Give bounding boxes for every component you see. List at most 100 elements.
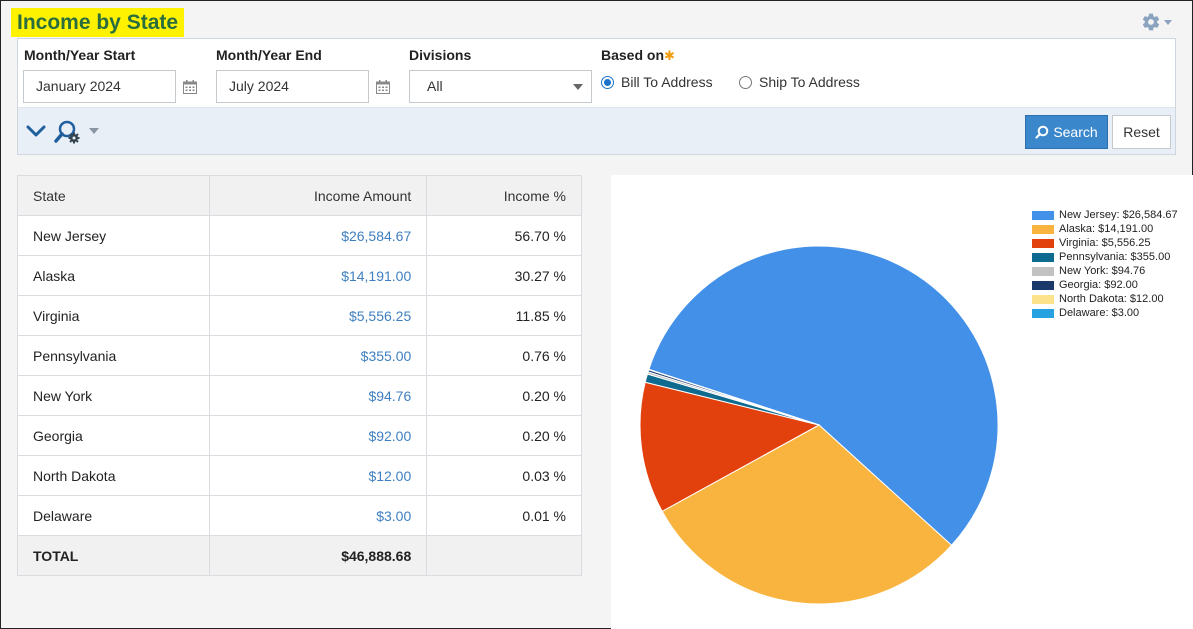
radio-ship-to-address[interactable]: Ship To Address: [739, 74, 860, 90]
pie-slice-delaware[interactable]: [648, 368, 820, 426]
legend-item[interactable]: Delaware: $3.00: [1032, 306, 1178, 320]
amount-cell: $355.00: [208, 335, 428, 376]
end-label: Month/Year End: [216, 47, 322, 63]
settings-menu[interactable]: [1141, 11, 1181, 33]
radio-ship-label: Ship To Address: [759, 74, 860, 90]
radio-button-selected[interactable]: [601, 75, 614, 89]
chevron-down-icon: [573, 84, 583, 90]
amount-cell: $14,191.00: [208, 255, 428, 296]
legend-label: Virginia: $5,556.25: [1059, 237, 1151, 249]
pct-cell: 0.01 %: [426, 495, 582, 536]
start-label: Month/Year Start: [24, 47, 136, 63]
income-pie-chart: New Jersey: $26,584.67 Alaska: $14,191.00…: [611, 175, 1193, 629]
legend-item[interactable]: Alaska: $14,191.00: [1032, 222, 1178, 236]
search-button[interactable]: Search: [1025, 115, 1108, 149]
search-settings-icon[interactable]: [54, 119, 82, 145]
state-cell: Virginia: [17, 295, 210, 336]
table-row: Delaware $3.00 0.01 %: [17, 495, 582, 536]
column-header-income-pct[interactable]: Income %: [426, 175, 582, 216]
income-table: State Income Amount Income % New Jersey …: [17, 175, 582, 576]
legend-swatch: [1032, 252, 1054, 262]
chevron-down-icon[interactable]: [89, 128, 99, 134]
table-row: New Jersey $26,584.67 56.70 %: [17, 215, 582, 256]
pct-cell: 0.03 %: [426, 455, 582, 496]
table-row: Virginia $5,556.25 11.85 %: [17, 295, 582, 336]
column-header-income-amount[interactable]: Income Amount: [208, 175, 428, 216]
legend-swatch: [1032, 294, 1054, 304]
state-cell: New York: [17, 375, 210, 416]
search-button-label: Search: [1053, 124, 1098, 140]
calendar-icon[interactable]: [376, 80, 390, 94]
table-header-row: State Income Amount Income %: [17, 175, 582, 216]
search-icon: [1035, 125, 1049, 139]
chart-legend: New Jersey: $26,584.67 Alaska: $14,191.00…: [1032, 208, 1178, 320]
legend-label: North Dakota: $12.00: [1059, 293, 1164, 305]
legend-item[interactable]: New York: $94.76: [1032, 264, 1178, 278]
amount-cell: $26,584.67: [208, 215, 428, 256]
amount-link[interactable]: $5,556.25: [348, 307, 412, 324]
amount-link[interactable]: $14,191.00: [341, 267, 412, 284]
state-cell: New Jersey: [17, 215, 210, 256]
legend-swatch: [1032, 238, 1054, 248]
pct-cell: 30.27 %: [426, 255, 582, 296]
pct-cell: 56.70 %: [426, 215, 582, 256]
legend-item[interactable]: New Jersey: $26,584.67: [1032, 208, 1178, 222]
end-date-input[interactable]: July 2024: [216, 70, 369, 103]
legend-item[interactable]: Virginia: $5,556.25: [1032, 236, 1178, 250]
calendar-icon[interactable]: [183, 80, 197, 94]
collapse-chevron-icon[interactable]: [26, 123, 46, 139]
amount-link[interactable]: $26,584.67: [341, 227, 412, 244]
amount-link[interactable]: $94.76: [368, 387, 412, 404]
page-title: Income by State: [11, 8, 185, 37]
amount-cell: $92.00: [208, 415, 428, 456]
radio-bill-label: Bill To Address: [621, 74, 713, 90]
divisions-select[interactable]: All: [409, 70, 592, 103]
legend-item[interactable]: Georgia: $92.00: [1032, 278, 1178, 292]
legend-swatch: [1032, 308, 1054, 318]
legend-label: Alaska: $14,191.00: [1059, 223, 1154, 235]
legend-item[interactable]: Pennsylvania: $355.00: [1032, 250, 1178, 264]
pct-cell: 0.20 %: [426, 375, 582, 416]
legend-label: Pennsylvania: $355.00: [1059, 251, 1171, 263]
amount-link[interactable]: $12.00: [368, 467, 412, 484]
based-on-text: Based on: [601, 47, 665, 63]
chevron-down-icon: [1164, 19, 1172, 25]
total-label: TOTAL: [17, 535, 210, 576]
state-cell: Alaska: [17, 255, 210, 296]
state-cell: Delaware: [17, 495, 210, 536]
table-row: Georgia $92.00 0.20 %: [17, 415, 582, 456]
divisions-label: Divisions: [409, 47, 472, 63]
required-icon: ✱: [664, 48, 675, 63]
total-amount: $46,888.68: [208, 535, 428, 576]
pie-slice-new-jersey[interactable]: [648, 245, 999, 546]
amount-link[interactable]: $92.00: [368, 427, 412, 444]
gear-icon: [1142, 13, 1160, 31]
reset-button[interactable]: Reset: [1112, 115, 1171, 149]
radio-button[interactable]: [739, 75, 752, 89]
pie-slice-alaska[interactable]: [661, 424, 953, 605]
pie-slice-virginia[interactable]: [639, 381, 821, 513]
based-on-label: Based on✱: [601, 47, 675, 64]
pct-cell: 0.20 %: [426, 415, 582, 456]
radio-bill-to-address[interactable]: Bill To Address: [601, 74, 713, 90]
legend-label: New York: $94.76: [1059, 265, 1146, 277]
pct-cell: 11.85 %: [426, 295, 582, 336]
legend-label: Georgia: $92.00: [1059, 279, 1138, 291]
amount-link[interactable]: $3.00: [376, 507, 412, 524]
state-cell: Pennsylvania: [17, 335, 210, 376]
start-date-input[interactable]: January 2024: [23, 70, 176, 103]
total-pct-empty: [426, 535, 582, 576]
amount-cell: $3.00: [208, 495, 428, 536]
amount-cell: $94.76: [208, 375, 428, 416]
state-cell: Georgia: [17, 415, 210, 456]
legend-swatch: [1032, 280, 1054, 290]
legend-swatch: [1032, 266, 1054, 276]
table-row: Pennsylvania $355.00 0.76 %: [17, 335, 582, 376]
amount-link[interactable]: $355.00: [360, 347, 412, 364]
legend-label: Delaware: $3.00: [1059, 307, 1140, 319]
table-row: North Dakota $12.00 0.03 %: [17, 455, 582, 496]
legend-swatch: [1032, 224, 1054, 234]
table-row: New York $94.76 0.20 %: [17, 375, 582, 416]
column-header-state[interactable]: State: [17, 175, 210, 216]
legend-item[interactable]: North Dakota: $12.00: [1032, 292, 1178, 306]
